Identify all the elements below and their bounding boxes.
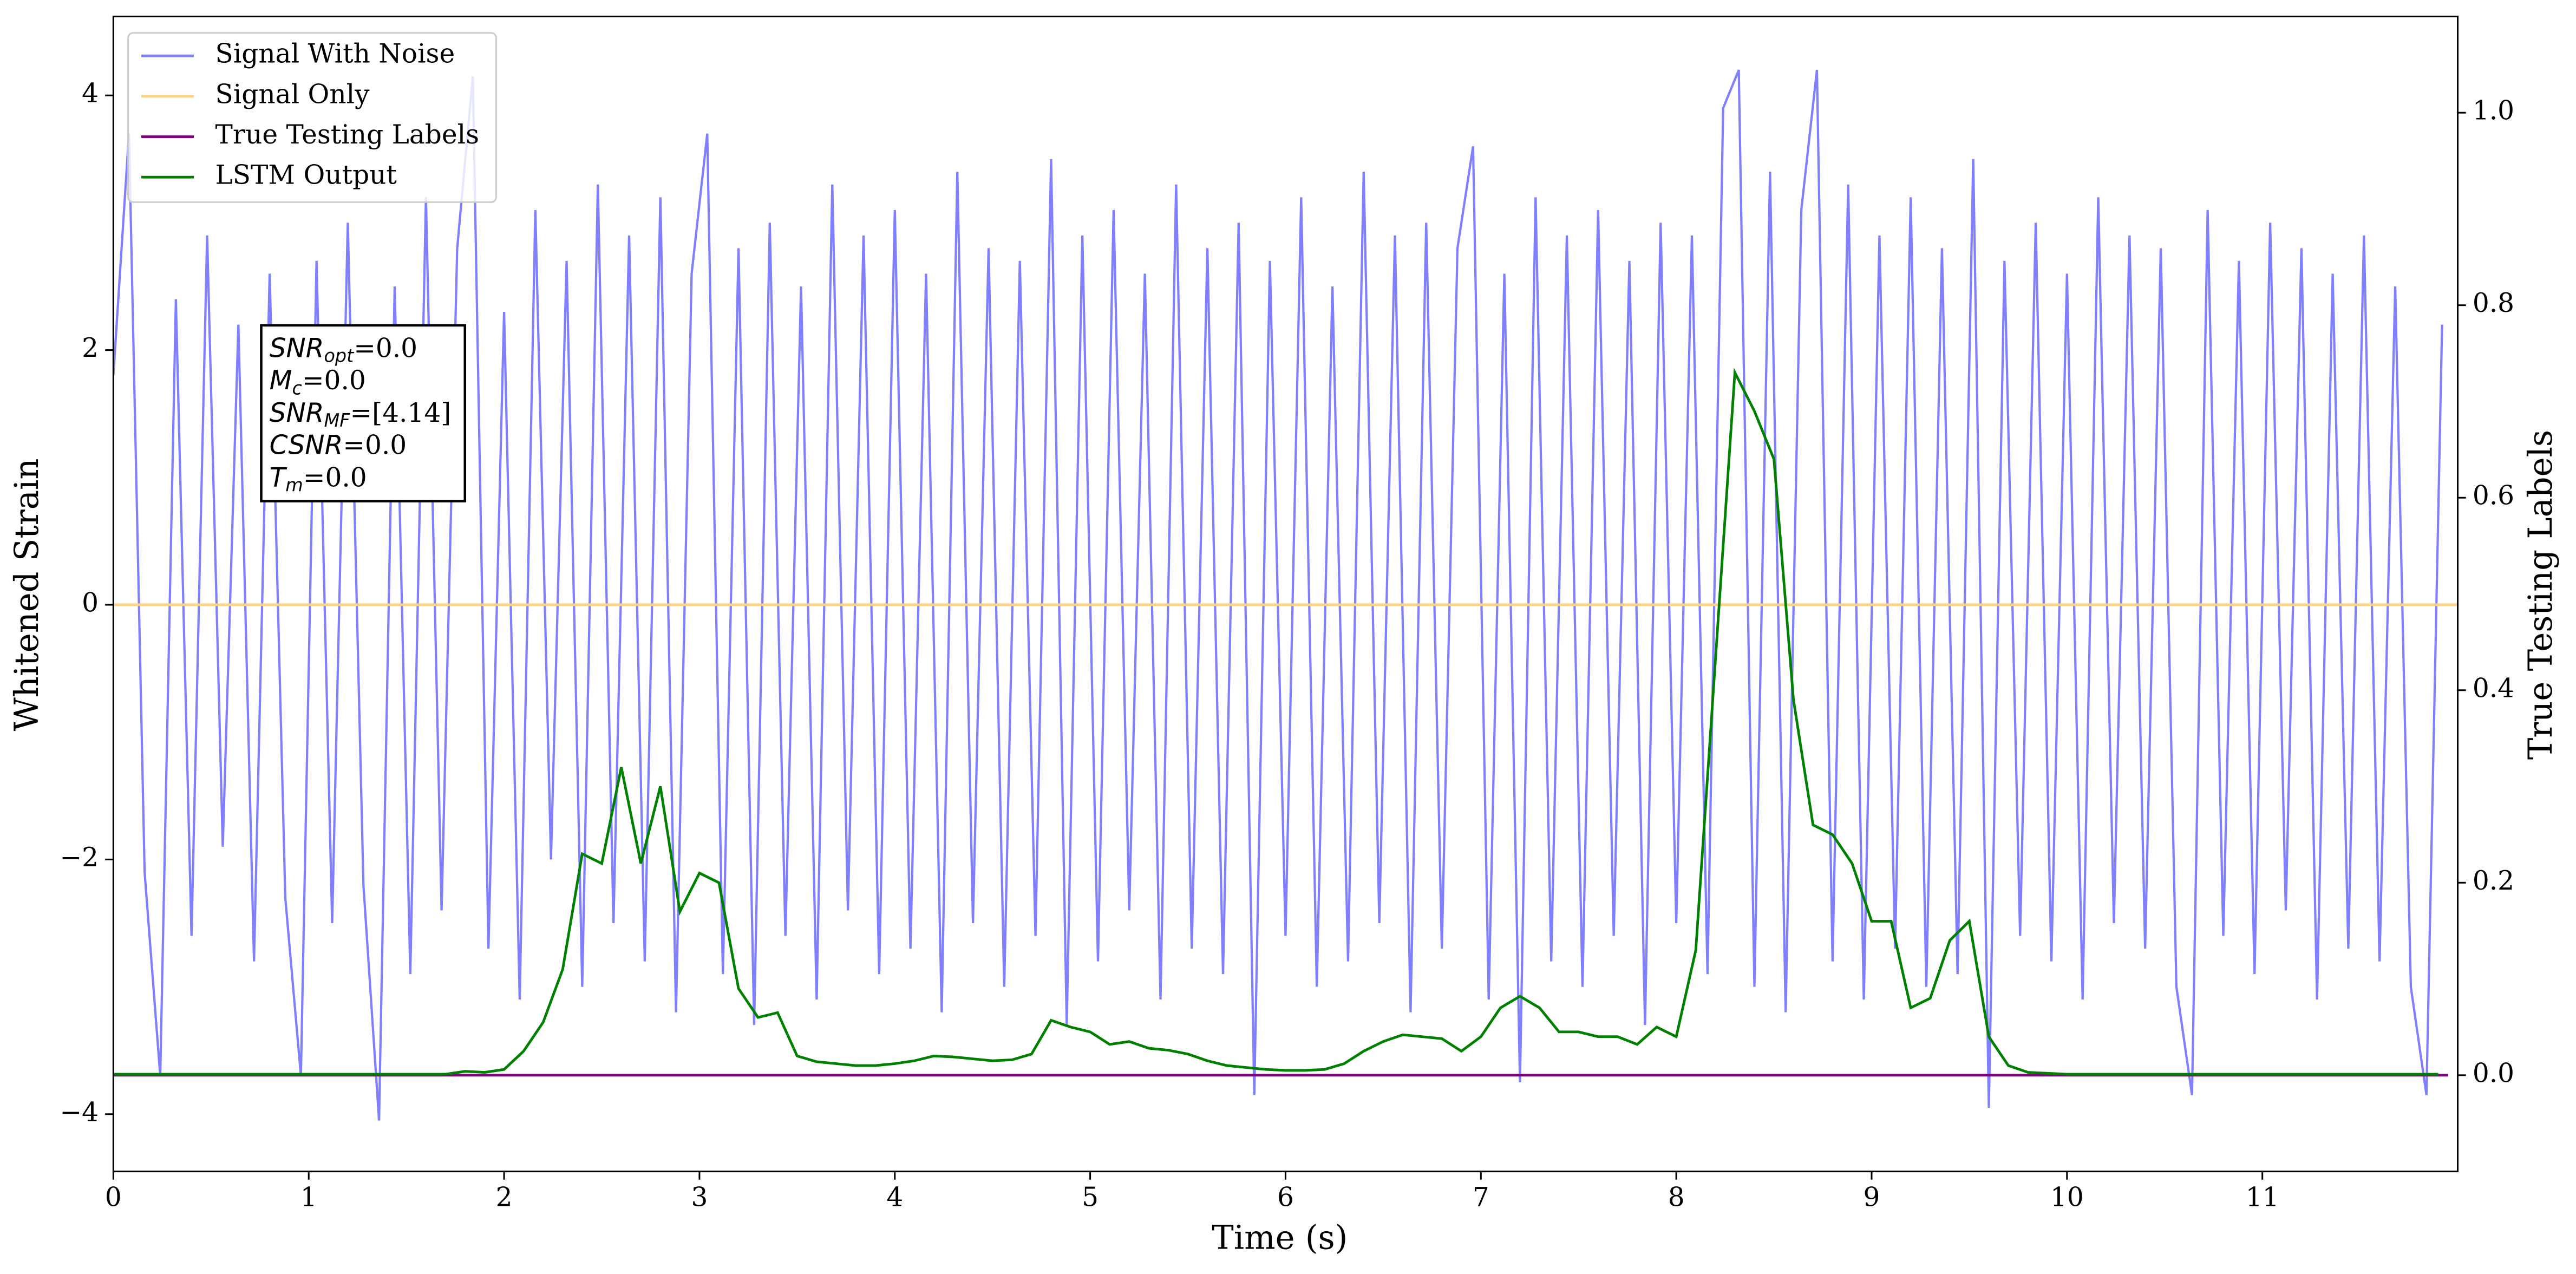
series-line	[113, 69, 2443, 1121]
annotation-symbol: SNR	[270, 398, 324, 428]
x-tick-label: 0	[105, 1182, 122, 1213]
annotation-subscript: m	[285, 474, 303, 495]
annotation-line: Mc=0.0	[270, 365, 366, 398]
annotation-symbol: SNR	[270, 333, 324, 363]
annotation-value: =0.0	[343, 430, 407, 460]
legend-label: Signal With Noise	[215, 39, 455, 69]
y2-tick-label: 0.8	[2473, 288, 2514, 318]
x-tick-label: 9	[1864, 1182, 1880, 1213]
annotation-subscript: MF	[324, 410, 351, 431]
annotation-symbol: M	[270, 365, 292, 396]
annotation-value: =0.0	[303, 462, 367, 493]
y2-tick-label: 0.0	[2473, 1058, 2514, 1088]
annotation-value: =[4.14]	[350, 397, 452, 428]
y2-tick-label: 0.4	[2473, 673, 2514, 703]
y-tick-label: −4	[60, 1097, 99, 1127]
x-tick-label: 2	[496, 1182, 513, 1213]
x-axis-label: Time (s)	[1212, 1219, 1348, 1257]
y2-axis-label: True Testing Labels	[2522, 430, 2560, 760]
legend-label: LSTM Output	[215, 160, 397, 191]
annotation-subscript: opt	[324, 345, 355, 366]
plot-frame	[112, 15, 2459, 1173]
annotation-value: =0.0	[302, 365, 366, 396]
legend-label: Signal Only	[215, 79, 370, 109]
x-tick-label: 7	[1473, 1182, 1489, 1213]
x-tick-label: 8	[1668, 1182, 1685, 1213]
x-tick-label: 10	[2050, 1182, 2084, 1213]
y-tick-label: −2	[60, 842, 99, 873]
y2-tick-label: 0.6	[2473, 481, 2514, 511]
y-tick-label: 4	[82, 79, 99, 109]
series-line	[113, 368, 2438, 1076]
x-tick-label: 1	[300, 1182, 317, 1213]
x-tick-label: 6	[1277, 1182, 1294, 1213]
annotation-line: CSNR=0.0	[270, 430, 407, 461]
annotation-line: SNRopt=0.0	[270, 333, 417, 366]
annotation-symbol: T	[270, 462, 287, 493]
legend-label: True Testing Labels	[215, 120, 480, 150]
x-tick-label: 11	[2246, 1182, 2279, 1213]
y2-tick-label: 1.0	[2473, 96, 2514, 126]
y-axis-label: Whitened Strain	[8, 459, 46, 731]
annotation-box	[260, 324, 467, 502]
annotation-value: =0.0	[354, 333, 417, 363]
annotation-line: Tm=0.0	[270, 462, 367, 495]
annotation-subscript: c	[292, 377, 302, 398]
annotation-symbol: CSNR	[270, 430, 343, 461]
y2-tick-label: 0.2	[2473, 866, 2514, 896]
annotation-line: SNRMF=[4.14]	[270, 397, 452, 430]
x-tick-label: 3	[691, 1182, 708, 1213]
y-tick-label: 0	[82, 587, 99, 618]
x-tick-label: 5	[1082, 1182, 1099, 1213]
legend-box	[127, 32, 497, 203]
y-tick-label: 2	[82, 333, 99, 363]
x-tick-label: 4	[886, 1182, 903, 1213]
